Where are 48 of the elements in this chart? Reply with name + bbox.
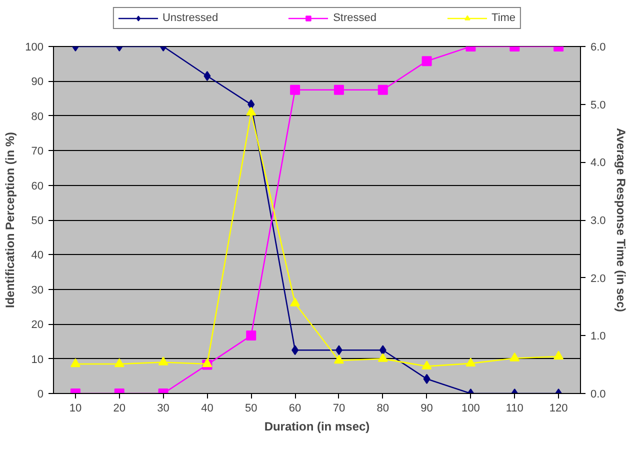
point: [202, 358, 212, 368]
y-tick-label: 70: [31, 146, 44, 158]
y-tick-label: 80: [31, 110, 44, 123]
x-tick-label: 80: [376, 402, 390, 414]
x-tick-label: 100: [462, 402, 480, 414]
point: [334, 354, 344, 364]
legend-label: Stressed: [333, 12, 377, 24]
point: [290, 298, 300, 306]
y-tick-label: 30: [31, 284, 44, 296]
x-tick-label: 110: [506, 402, 524, 414]
legend-label: Unstressed: [162, 12, 218, 24]
y-tick-label: 10: [31, 354, 44, 366]
x-axis-title: Duration (in msec): [264, 420, 370, 434]
point: [70, 358, 80, 368]
y2-tick-label: 4.0: [590, 157, 606, 170]
y-tick-label: 90: [31, 76, 44, 88]
y-tick-label: 20: [31, 319, 44, 332]
x-tick-label: 70: [332, 402, 346, 414]
x-tick-label: 20: [113, 402, 126, 414]
point: [466, 358, 476, 367]
point: [378, 353, 388, 362]
x-tick-label: 120: [549, 402, 568, 414]
y2-tick-label: 0.0: [590, 388, 606, 400]
x-tick-label: 30: [157, 402, 170, 414]
y2-tick-label: 5.0: [590, 99, 606, 112]
point: [510, 352, 520, 362]
x-tick-label: 40: [201, 402, 214, 414]
y-tick-label: 40: [31, 250, 44, 262]
y-tick-label: 60: [31, 180, 44, 192]
y2-axis-title: Average Response Time (in sec): [614, 128, 628, 312]
y2-tick-label: 1.0: [590, 330, 606, 343]
legend-label: Time: [492, 12, 516, 24]
y-tick-label: 50: [31, 215, 44, 227]
x-tick-label: 10: [69, 402, 82, 414]
point: [114, 358, 124, 368]
y2-tick-label: 2.0: [590, 272, 606, 285]
y-tick-label: 0: [37, 388, 44, 400]
y-tick-label: 100: [25, 42, 44, 54]
y2-tick-label: 3.0: [590, 215, 606, 227]
point: [554, 350, 564, 360]
point: [158, 356, 168, 366]
y2-tick-label: 6.0: [590, 42, 606, 54]
point: [246, 106, 256, 116]
point: [422, 360, 432, 370]
x-tick-label: 60: [288, 402, 302, 414]
x-tick-label: 90: [420, 402, 433, 414]
x-tick-label: 50: [245, 402, 258, 414]
y-axis-title: Identification Perception (in %): [3, 132, 18, 308]
